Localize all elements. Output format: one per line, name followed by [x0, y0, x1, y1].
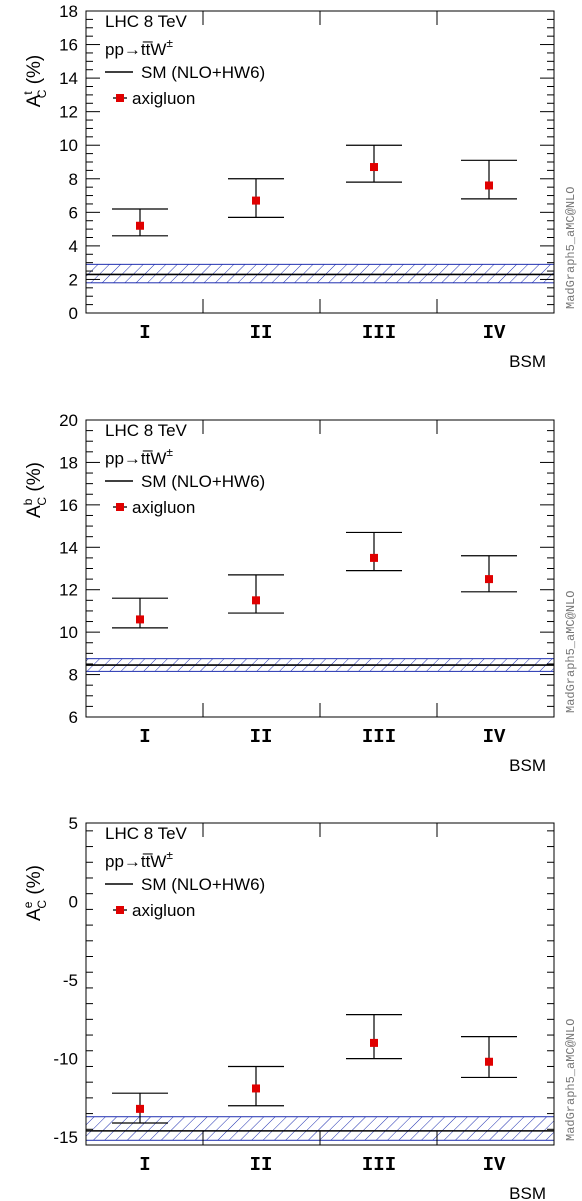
data-point [370, 1038, 378, 1047]
x-category-label: IV [483, 1154, 506, 1176]
sm-uncertainty-band [85, 263, 555, 284]
y-tick-label: 18 [59, 2, 78, 21]
x-axis-label: BSM [509, 352, 546, 371]
y-axis-label-superscript: t [21, 91, 35, 95]
watermark-text: MadGraph5_aMC@NLO [564, 591, 578, 713]
legend-marker [116, 94, 124, 102]
data-point [136, 615, 144, 624]
x-category-label: I [139, 726, 150, 748]
watermark-text: MadGraph5_aMC@NLO [564, 1019, 578, 1141]
y-axis-label-unit: (%) [24, 462, 45, 497]
x-axis-label: BSM [509, 1184, 546, 1201]
data-point [252, 1084, 260, 1093]
legend-process-main: pp→tt̅W [105, 40, 166, 59]
legend-process-superscript: ± [166, 445, 173, 459]
data-point [252, 196, 260, 205]
x-category-label: II [250, 726, 273, 748]
y-tick-label: 10 [59, 623, 78, 642]
y-axis-label-main: A [24, 908, 45, 921]
legend-marker [116, 503, 124, 511]
x-category-label: II [250, 322, 273, 344]
legend-process-main: pp→tt̅W [105, 449, 166, 468]
y-tick-label: 10 [59, 136, 78, 155]
y-tick-label: -15 [53, 1128, 78, 1147]
legend-bsm-label: axigluon [132, 89, 195, 108]
legend-title: LHC 8 TeV [105, 12, 188, 31]
y-axis-label: AtC (%) [21, 55, 49, 108]
legend-process-main: pp→tt̅W [105, 852, 166, 871]
y-tick-label: 5 [69, 814, 78, 833]
y-axis-label-subscript: C [35, 89, 49, 98]
watermark-text: MadGraph5_aMC@NLO [564, 187, 578, 309]
y-tick-label: 4 [69, 237, 78, 256]
y-axis-label-subscript: C [35, 900, 49, 909]
y-tick-label: 20 [59, 411, 78, 430]
legend-sm-label: SM (NLO+HW6) [141, 472, 265, 491]
y-axis-label-main: A [24, 94, 45, 107]
y-axis-label-unit: (%) [24, 55, 45, 90]
data-point [252, 596, 260, 605]
y-tick-label: 8 [69, 666, 78, 685]
y-tick-label: -5 [63, 971, 78, 990]
y-tick-label: 8 [69, 170, 78, 189]
y-axis-label-unit: (%) [24, 865, 45, 900]
x-category-label: III [362, 726, 396, 748]
y-tick-label: 6 [69, 203, 78, 222]
y-axis-label: AbC (%) [21, 462, 49, 518]
y-tick-label: 2 [69, 270, 78, 289]
y-tick-label: 12 [59, 581, 78, 600]
y-tick-label: 6 [69, 708, 78, 727]
legend-process: pp→tt̅W± [105, 848, 173, 871]
data-point [485, 575, 493, 584]
legend-process: pp→tt̅W± [105, 36, 173, 59]
x-category-label: I [139, 1154, 150, 1176]
y-axis-label-superscript: b [21, 498, 35, 505]
legend-bsm-label: axigluon [132, 901, 195, 920]
data-point [136, 1104, 144, 1113]
x-axis-label: BSM [509, 756, 546, 775]
data-point [136, 221, 144, 230]
legend-marker [116, 906, 124, 914]
y-tick-label: 14 [59, 69, 78, 88]
x-category-label: II [250, 1154, 273, 1176]
x-category-label: IV [483, 726, 506, 748]
y-tick-label: 14 [59, 538, 78, 557]
x-category-label: IV [483, 322, 506, 344]
data-point [370, 553, 378, 562]
y-axis-label-main: A [24, 505, 45, 518]
y-tick-label: 0 [69, 304, 78, 323]
legend-process-superscript: ± [166, 36, 173, 50]
x-category-label: III [362, 322, 396, 344]
y-tick-label: 0 [69, 893, 78, 912]
legend-process: pp→tt̅W± [105, 445, 173, 468]
data-point [485, 181, 493, 190]
y-axis-label: AeC (%) [21, 865, 49, 921]
legend-sm-label: SM (NLO+HW6) [141, 875, 265, 894]
legend-bsm-label: axigluon [132, 498, 195, 517]
y-tick-label: -10 [53, 1050, 78, 1069]
legend-sm-label: SM (NLO+HW6) [141, 63, 265, 82]
x-category-label: III [362, 1154, 396, 1176]
y-tick-label: 12 [59, 103, 78, 122]
y-tick-label: 16 [59, 36, 78, 55]
legend-title: LHC 8 TeV [105, 421, 188, 440]
y-axis-label-subscript: C [35, 497, 49, 506]
data-point [370, 163, 378, 172]
x-category-label: I [139, 322, 150, 344]
plot-frame [85, 822, 555, 1146]
legend-title: LHC 8 TeV [105, 824, 188, 843]
y-tick-label: 18 [59, 453, 78, 472]
data-point [485, 1057, 493, 1066]
y-axis-label-superscript: e [21, 901, 35, 908]
y-tick-label: 16 [59, 496, 78, 515]
legend-process-superscript: ± [166, 848, 173, 862]
